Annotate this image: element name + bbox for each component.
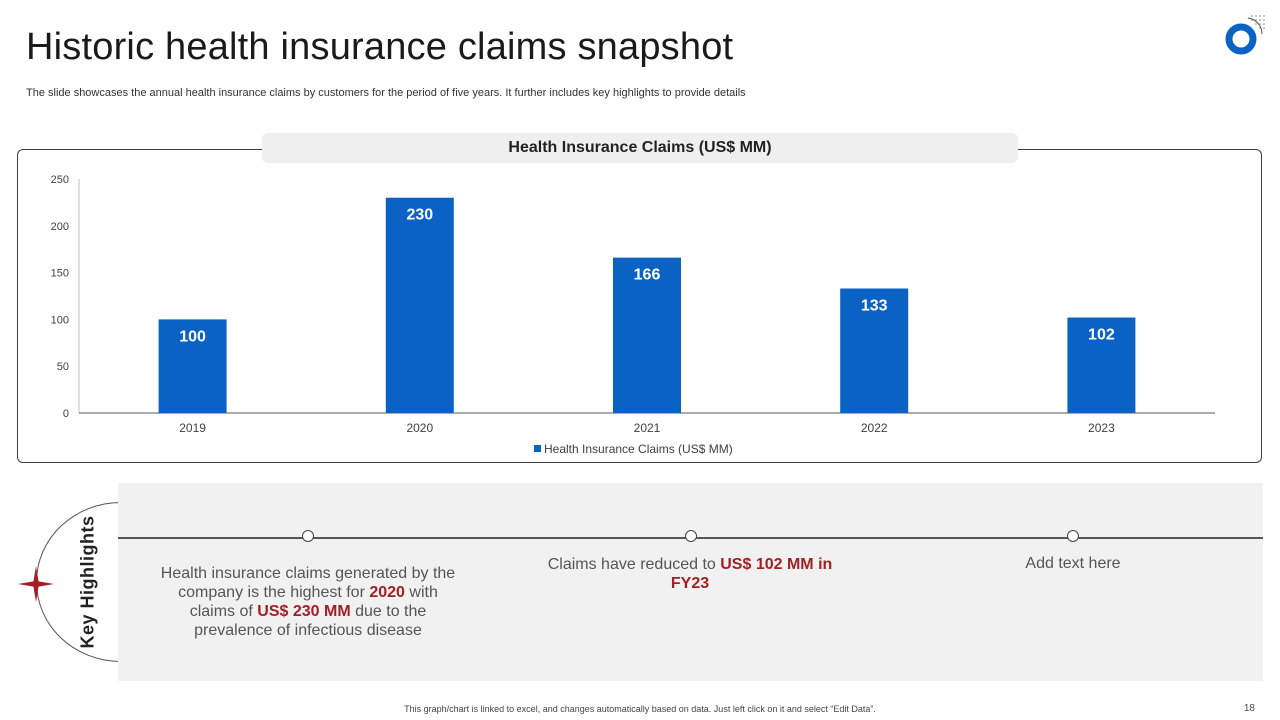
data-label: 133 bbox=[861, 298, 888, 315]
y-tick-label: 200 bbox=[51, 221, 69, 233]
page-title: Historic health insurance claims snapsho… bbox=[26, 26, 734, 68]
key-highlights-label: Key Highlights bbox=[77, 515, 98, 649]
data-label: 100 bbox=[179, 328, 206, 345]
x-tick-label: 2023 bbox=[1088, 421, 1115, 435]
y-tick-label: 250 bbox=[51, 174, 69, 186]
legend-swatch bbox=[534, 445, 541, 452]
highlights-panel bbox=[118, 483, 1263, 681]
y-tick-label: 50 bbox=[57, 361, 69, 373]
data-label: 230 bbox=[406, 207, 433, 224]
bar bbox=[840, 288, 909, 413]
bar bbox=[158, 319, 227, 413]
data-label: 166 bbox=[634, 267, 661, 284]
timeline-node bbox=[1067, 530, 1079, 542]
x-tick-label: 2019 bbox=[179, 421, 206, 435]
highlight-item-3[interactable]: Add text here bbox=[1025, 555, 1121, 572]
y-tick-label: 0 bbox=[63, 408, 69, 420]
data-label: 102 bbox=[1088, 327, 1115, 344]
bar-chart: 0 50 100 150 200 250 100 2019 230 2020 166 2021 133 2… bbox=[51, 174, 1215, 456]
compass-star-icon bbox=[18, 566, 54, 602]
bar bbox=[613, 257, 681, 413]
ring-logo-icon bbox=[1225, 15, 1265, 55]
x-tick-label: 2021 bbox=[634, 421, 661, 435]
y-tick-label: 150 bbox=[51, 268, 69, 280]
highlight-item-1: Health insurance claims generated by the… bbox=[160, 565, 456, 639]
highlight-item-2: Claims have reduced to US$ 102 MM in FY2… bbox=[547, 556, 833, 592]
page-subtitle: The slide showcases the annual health in… bbox=[26, 87, 746, 99]
chart-header: Health Insurance Claims (US$ MM) bbox=[262, 133, 1018, 163]
y-tick-label: 100 bbox=[51, 314, 69, 326]
bar bbox=[1067, 317, 1136, 413]
legend-label: Health Insurance Claims (US$ MM) bbox=[544, 442, 733, 456]
timeline-node bbox=[685, 530, 697, 542]
x-tick-label: 2022 bbox=[861, 421, 888, 435]
x-tick-label: 2020 bbox=[406, 421, 433, 435]
page-number: 18 bbox=[1243, 703, 1255, 714]
timeline-node bbox=[302, 530, 314, 542]
bar bbox=[385, 197, 454, 413]
footer-note: This graph/chart is linked to excel, and… bbox=[404, 704, 876, 714]
